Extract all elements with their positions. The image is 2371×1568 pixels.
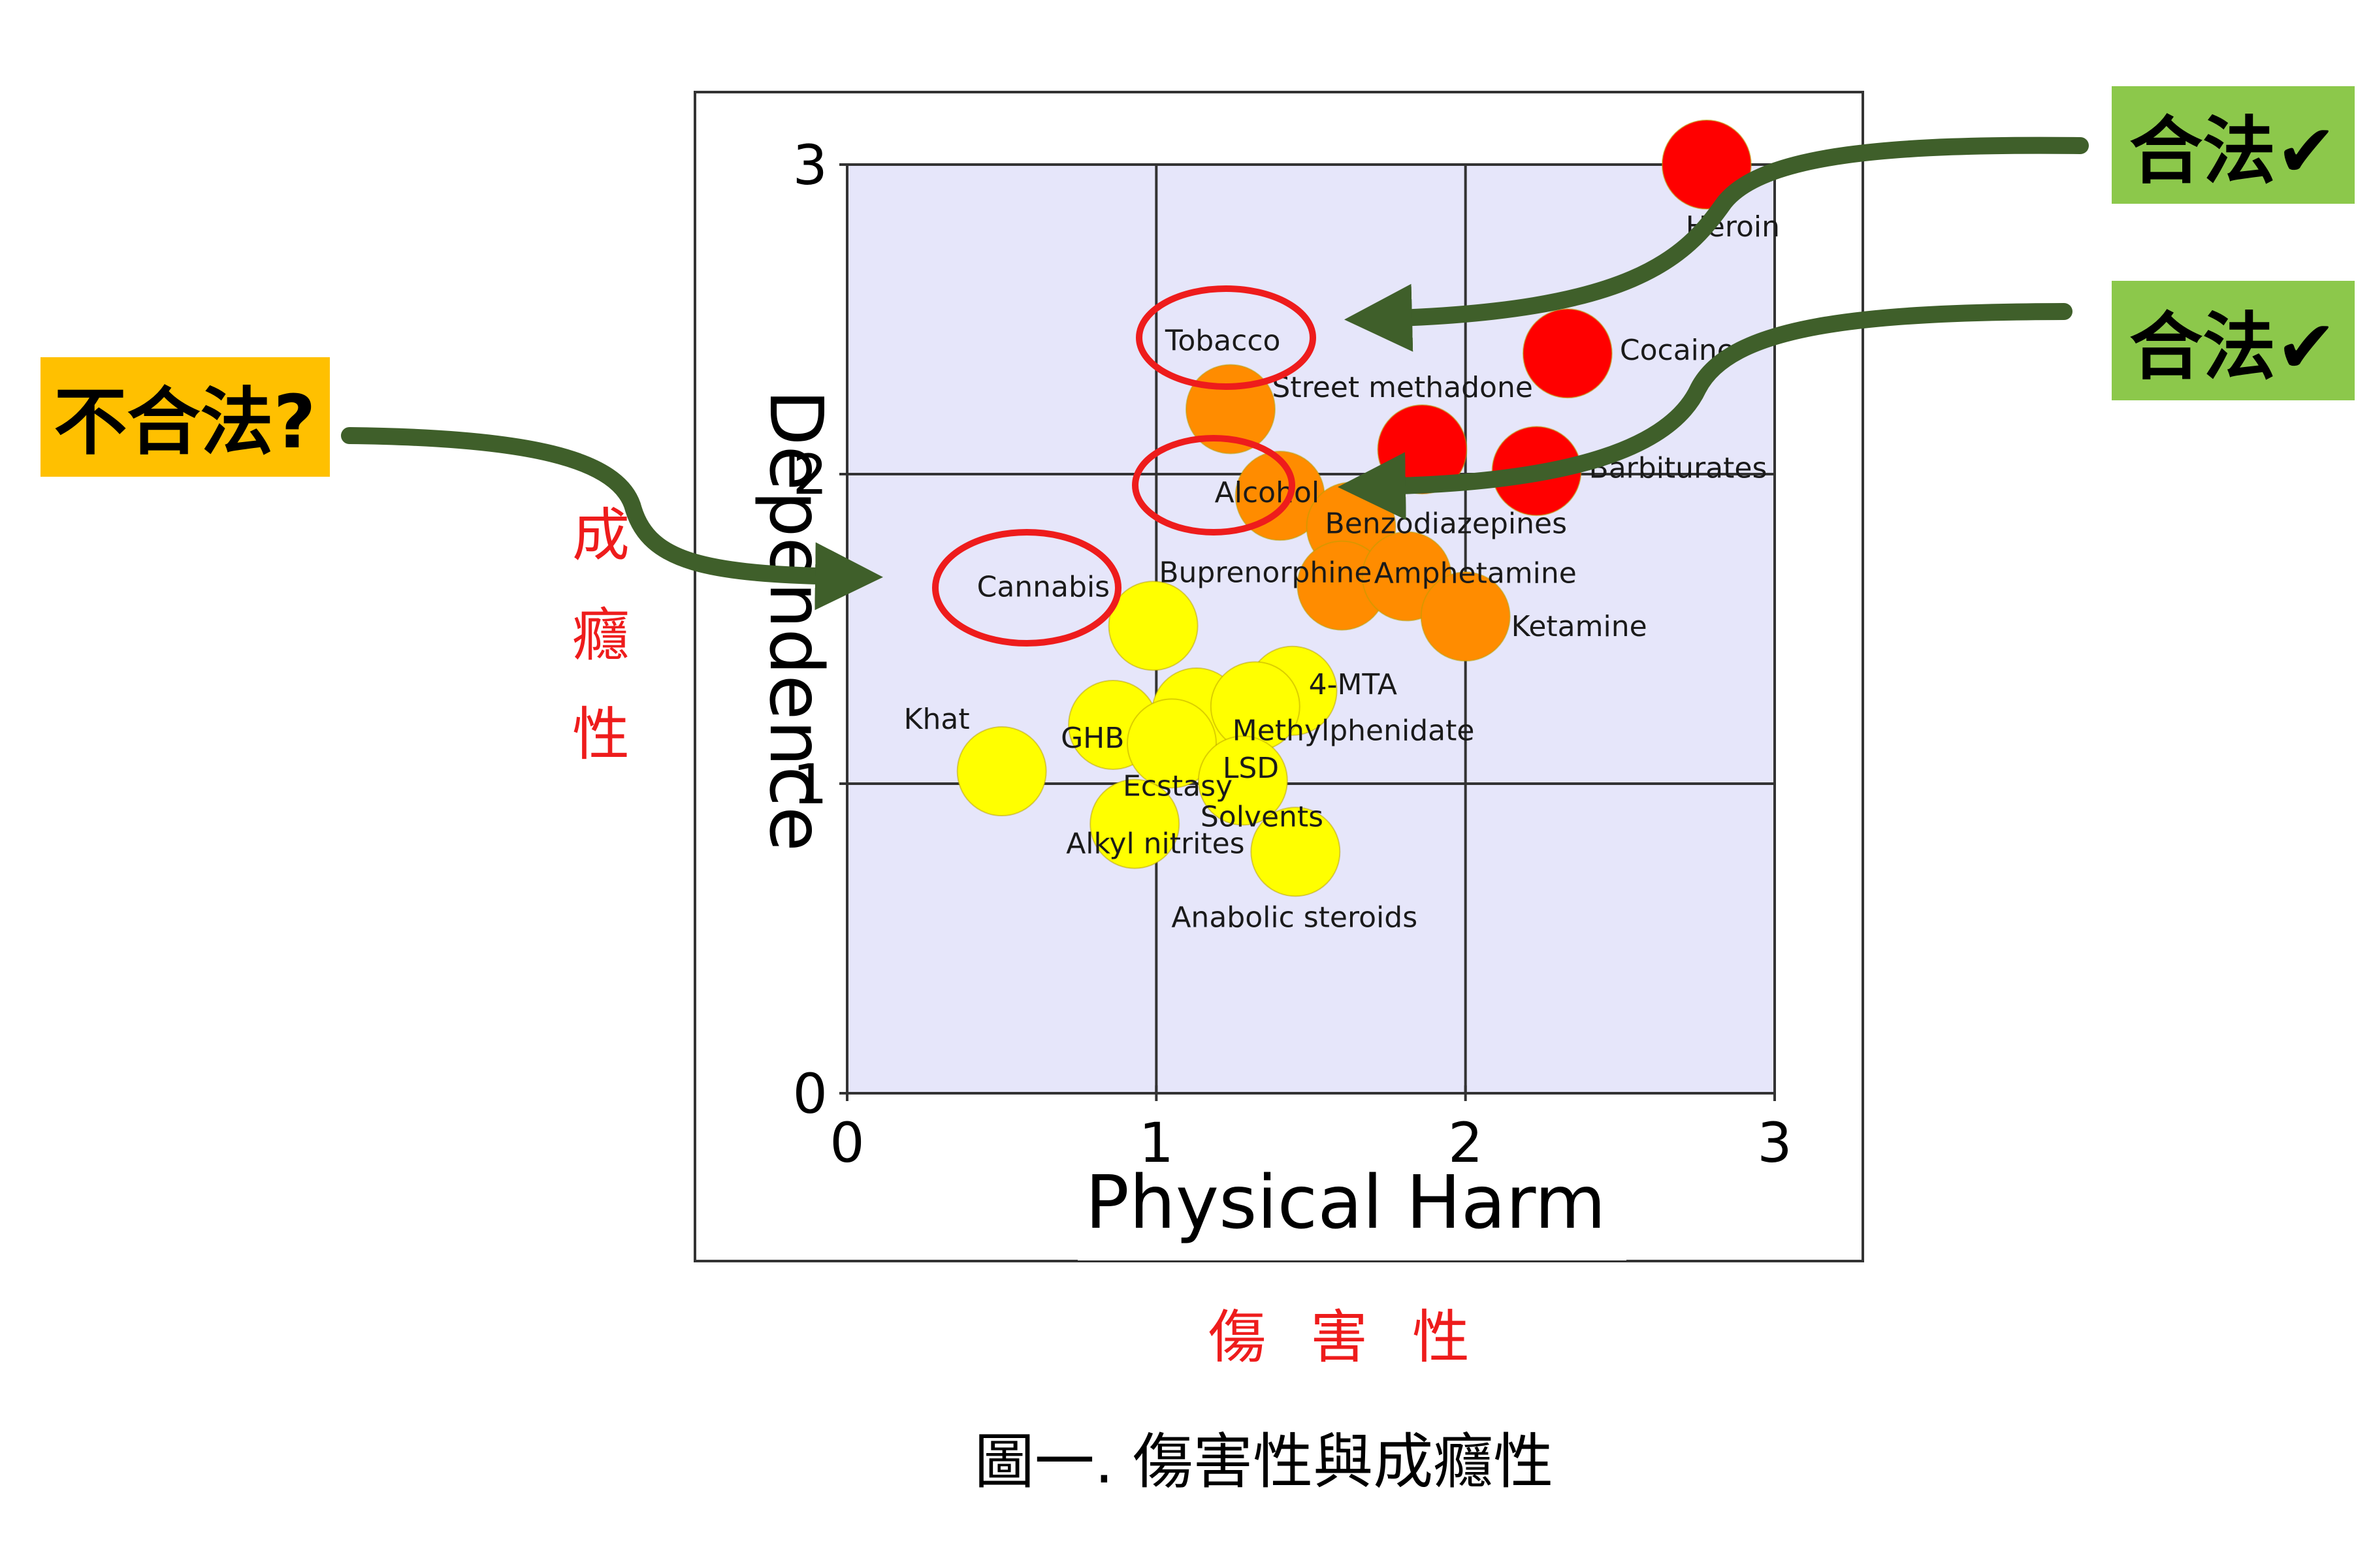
point-ecstasy bbox=[1127, 698, 1217, 789]
cannabis-highlight-ring bbox=[932, 529, 1121, 647]
legal-label-2: 合法✔ bbox=[2129, 305, 2337, 390]
y-tick-label: 3 bbox=[793, 133, 828, 197]
point-label-amphetamine: Amphetamine bbox=[1374, 556, 1577, 590]
legal-label-box-2 bbox=[2112, 281, 2355, 400]
point-label-ketamine: Ketamine bbox=[1511, 610, 1647, 643]
arrow-to-cannabis bbox=[341, 427, 883, 611]
legal-label-1: 合法✔ bbox=[2129, 109, 2337, 194]
legal-label-box-1 bbox=[2112, 86, 2355, 204]
point-khat bbox=[956, 726, 1047, 817]
point-cocaine bbox=[1522, 308, 1613, 399]
point-label-buprenorphine: Buprenorphine bbox=[1159, 556, 1372, 590]
point-label-cannabis: Cannabis bbox=[977, 570, 1110, 603]
point-ketamine bbox=[1420, 571, 1511, 662]
plot-background bbox=[846, 163, 1776, 1095]
illegal-label-box bbox=[40, 357, 330, 477]
point-cannabis bbox=[1108, 581, 1199, 671]
x-axis-label: Physical Harm bbox=[1085, 1160, 1605, 1245]
point-label-lsd: LSD bbox=[1223, 752, 1279, 785]
dependence-cn-char-1: 成 bbox=[572, 502, 630, 569]
y-tick-label: 0 bbox=[793, 1062, 828, 1126]
point-label-solvents: Solvents bbox=[1201, 800, 1323, 833]
point-label-benzodiazepines: Benzodiazepines bbox=[1325, 507, 1567, 541]
data-points bbox=[956, 120, 1752, 897]
point-label-alcohol: Alcohol bbox=[1215, 476, 1319, 509]
point-anabolic-steroids bbox=[1250, 807, 1341, 897]
alcohol-highlight-ring bbox=[1132, 435, 1295, 536]
point-label-street-methadone: Street methadone bbox=[1272, 371, 1533, 404]
point-solvents bbox=[1197, 735, 1288, 826]
xlabel-backdrop bbox=[1078, 1162, 1626, 1260]
point-alkyl-nitrites bbox=[1089, 778, 1180, 869]
point-label-anabolic-steroids: Anabolic steroids bbox=[1171, 901, 1417, 934]
point-label-ecstasy: Ecstasy bbox=[1123, 769, 1233, 803]
point-label-methylphenidate: Methylphenidate bbox=[1233, 714, 1475, 748]
point-label-ghb: GHB bbox=[1061, 722, 1124, 755]
arrow-to-alcohol bbox=[1338, 303, 2073, 520]
illegal-label: 不合法? bbox=[54, 380, 316, 465]
arrow-to-tobacco bbox=[1344, 136, 2089, 352]
point-label-tobacco: Tobacco bbox=[1165, 324, 1281, 357]
point-label-alkyl-nitrites: Alkyl nitrites bbox=[1066, 827, 1244, 861]
y-tick-label: 1 bbox=[793, 752, 828, 816]
dependence-cn-char-2: 癮 bbox=[572, 601, 630, 669]
dependence-cn-char-3: 性 bbox=[572, 701, 630, 768]
y-tick-label: 2 bbox=[793, 443, 828, 507]
tobacco-highlight-ring bbox=[1136, 285, 1316, 390]
point-label-4-mta: 4-MTA bbox=[1309, 668, 1397, 701]
x-tick-label: 0 bbox=[830, 1111, 864, 1175]
figure-caption: 圖一. 傷害性與成癮性 bbox=[975, 1427, 1554, 1497]
x-tick-label: 3 bbox=[1757, 1111, 1792, 1175]
y-axis-label: Dependence bbox=[753, 389, 838, 852]
point-label-khat: Khat bbox=[904, 703, 970, 736]
harm-cn-label: 傷 害 性 bbox=[1208, 1304, 1483, 1371]
